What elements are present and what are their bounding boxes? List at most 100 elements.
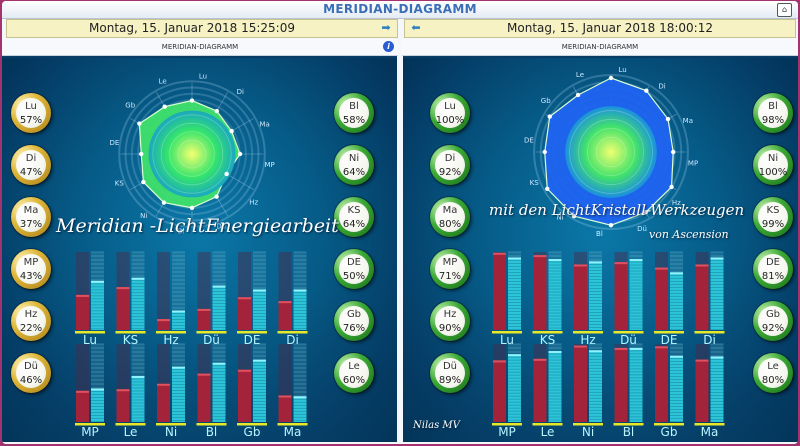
bar-cyan-Le (548, 351, 562, 422)
meridian-badge-left-b-1[interactable]: Ni 64% (334, 145, 374, 185)
meridian-badge-value: 43% (19, 271, 43, 282)
radar-point-MP (670, 149, 676, 155)
bar-category-label: Gb (661, 425, 678, 439)
meridian-badge-right-b-1[interactable]: Ni 100% (753, 145, 793, 185)
radar-point-Gb (137, 121, 142, 126)
right-datetime-bar: ⬅ Montag, 15. Januar 2018 18:00:12 (404, 19, 796, 38)
arrow-left-icon[interactable]: ⬅ (411, 21, 421, 34)
meridian-badge-value: 76% (342, 323, 366, 334)
meridian-badge-right-a-1[interactable]: Di 92% (430, 145, 470, 185)
meridian-badge-label: Hz (443, 309, 457, 320)
left-radar-chart: Lu Di Ma MP Hz Dü Bl Ni KS DE Gb Le (109, 72, 275, 235)
bar-red-Gb (655, 346, 668, 422)
radar-label: Bl (596, 230, 603, 238)
right-radar-chart: Lu Di Ma MP Hz Dü Bl Ni KS DE Gb Le (524, 66, 698, 238)
meridian-badge-label: Di (444, 153, 456, 164)
meridian-badge-left-a-3[interactable]: MP 43% (11, 249, 51, 289)
meridian-badge-left-b-3[interactable]: DE 50% (334, 249, 374, 289)
radar-label: Ni (556, 213, 563, 221)
bar-red-Dü (197, 308, 211, 330)
meridian-badge-value: 80% (761, 375, 785, 386)
radar-label: DE (109, 139, 119, 147)
meridian-badge-value: 92% (761, 323, 785, 334)
meridian-badge-left-b-5[interactable]: Le 60% (334, 353, 374, 393)
window-menu-icon[interactable]: ⌂ (777, 3, 792, 17)
meridian-badge-right-a-5[interactable]: Dü 89% (430, 353, 470, 393)
meridian-badge-label: Ma (442, 205, 458, 216)
bar-red-Hz (574, 264, 587, 330)
meridian-badge-label: MP (442, 257, 458, 268)
bar-red-Ni (574, 345, 587, 422)
radar-point-MP (237, 151, 243, 157)
meridian-badge-label: Lu (25, 101, 37, 112)
radar-point-Dü (643, 210, 648, 215)
bar-red-KS (533, 255, 547, 330)
meridian-badge-label: DE (346, 257, 362, 268)
meridian-badge-right-b-0[interactable]: Bl 98% (753, 93, 793, 133)
radar-label: Lu (199, 72, 207, 80)
bar-cyan-Di (293, 289, 307, 330)
meridian-badge-left-a-1[interactable]: Di 47% (11, 145, 51, 185)
meridian-badge-right-b-4[interactable]: Gb 92% (753, 301, 793, 341)
meridian-badge-left-b-2[interactable]: KS 64% (334, 197, 374, 237)
meridian-badge-left-a-5[interactable]: Dü 46% (11, 353, 51, 393)
radar-point-Bl (189, 205, 195, 211)
bar-category-label: Dü (203, 333, 220, 347)
meridian-badge-value: 64% (342, 167, 366, 178)
meridian-badge-right-a-3[interactable]: MP 71% (430, 249, 470, 289)
bar-red-Lu (493, 252, 506, 330)
left-bar-chart: Lu KS Hz Dü DE Di MP Le Ni Bl Gb Ma (75, 251, 308, 439)
bar-cyan-Hz (172, 310, 185, 330)
right-overlay-subtext: von Ascension (649, 228, 729, 241)
right-subtitle: MERIDIAN-DIAGRAMM (561, 43, 639, 51)
radar-point-DE (542, 149, 547, 155)
meridian-badge-label: MP (23, 257, 39, 268)
radar-label: Di (237, 88, 244, 96)
bar-cyan-Ma (293, 396, 307, 422)
left-subtitle: MERIDIAN-DIAGRAMM (161, 43, 239, 51)
meridian-badge-right-a-0[interactable]: Lu 100% (430, 93, 470, 133)
meridian-badge-left-b-4[interactable]: Gb 76% (334, 301, 374, 341)
meridian-badge-value: 37% (19, 219, 43, 230)
bar-red-Hz (157, 319, 170, 330)
bar-category-label: MP (81, 425, 99, 439)
radar-label: Le (159, 77, 167, 85)
meridian-badge-label: Gb (346, 309, 362, 320)
meridian-badge-value: 71% (438, 271, 462, 282)
meridian-badge-left-b-0[interactable]: Bl 58% (334, 93, 374, 133)
bar-category-label: Bl (206, 425, 218, 439)
radar-point-Ma (665, 116, 671, 122)
meridian-badge-right-b-5[interactable]: Le 80% (753, 353, 793, 393)
bar-category-label: Ni (582, 425, 594, 439)
radar-point-Lu (189, 98, 195, 103)
signature-text: Nilas MV (413, 420, 460, 431)
meridian-badge-label: Ni (767, 153, 779, 164)
right-datetime: Montag, 15. Januar 2018 18:00:12 (507, 21, 713, 35)
left-datetime: Montag, 15. Januar 2018 15:25:09 (89, 21, 295, 35)
bar-category-label: MP (498, 425, 516, 439)
bar-red-DE (238, 297, 251, 330)
meridian-badge-label: KS (347, 205, 361, 216)
meridian-badge-left-a-0[interactable]: Lu 57% (11, 93, 51, 133)
meridian-badge-right-a-4[interactable]: Hz 90% (430, 301, 470, 341)
meridian-badge-value: 90% (438, 323, 462, 334)
meridian-badge-right-a-2[interactable]: Ma 80% (430, 197, 470, 237)
radar-label: Hz (672, 199, 681, 207)
arrow-right-icon[interactable]: ➡ (381, 21, 391, 34)
bar-category-label: Lu (83, 333, 97, 347)
radar-point-Le (575, 92, 581, 98)
meridian-badge-value: 81% (761, 271, 785, 282)
meridian-badge-left-a-2[interactable]: Ma 37% (11, 197, 51, 237)
meridian-badge-left-a-4[interactable]: Hz 22% (11, 301, 51, 341)
radar-label: Gb (541, 97, 551, 105)
bar-red-Gb (238, 369, 251, 422)
bar-red-Le (116, 389, 130, 422)
meridian-badge-right-b-3[interactable]: DE 81% (753, 249, 793, 289)
radar-label: MP (265, 161, 275, 169)
bar-cyan-DE (253, 289, 266, 330)
right-overlay-text: mit den LichtKristall-Werkzeugen (489, 201, 745, 219)
meridian-badge-right-b-2[interactable]: KS 99% (753, 197, 793, 237)
info-icon[interactable]: i (383, 41, 394, 52)
bar-category-label: DE (661, 333, 678, 347)
